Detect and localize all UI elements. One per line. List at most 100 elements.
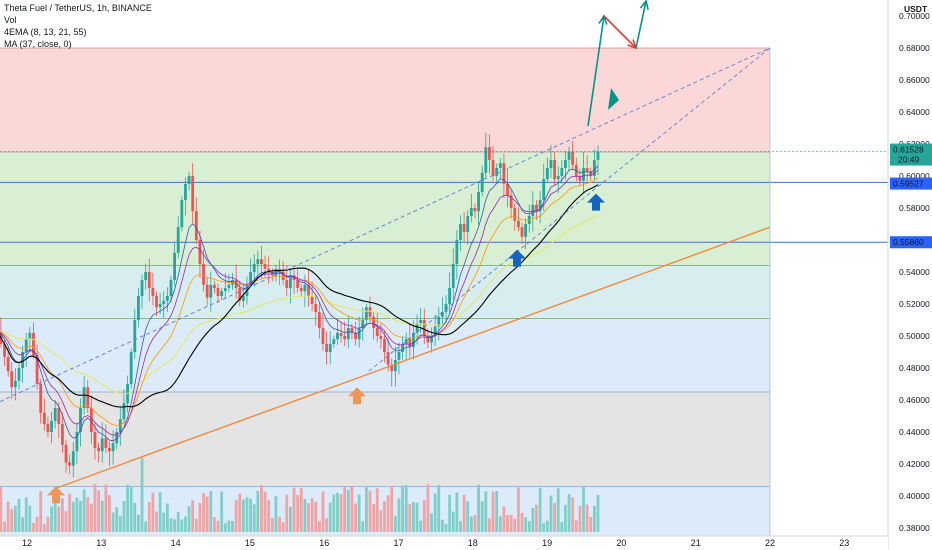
price-label-value: 0.55860	[893, 237, 924, 247]
y-tick-label: 0.40000	[899, 491, 930, 501]
price-zone-red	[0, 48, 770, 152]
volume-bar	[462, 494, 466, 532]
volume-bar	[93, 484, 97, 532]
candle-body	[596, 151, 600, 160]
candle-body	[165, 296, 169, 301]
candle-body	[303, 284, 307, 292]
legend-ma[interactable]: MA (37, close, 0)	[4, 39, 72, 49]
candle-body	[506, 184, 509, 196]
volume-bar	[198, 502, 202, 532]
candle-body	[379, 336, 383, 340]
legend-volume[interactable]: Vol	[4, 15, 17, 25]
candle-body	[155, 296, 158, 308]
volume-bar	[144, 521, 148, 532]
up-arrow-icon	[508, 249, 526, 267]
candle-body	[430, 336, 433, 343]
candle-body	[227, 284, 231, 288]
candle-body	[194, 211, 198, 240]
candle-body	[495, 168, 499, 176]
volume-bar	[516, 487, 520, 532]
channel-upper-line[interactable]	[0, 47, 771, 403]
volume-bar	[202, 492, 205, 532]
volume-bar	[538, 487, 542, 532]
volume-bar	[0, 487, 3, 532]
volume-bar	[296, 495, 300, 532]
candle-body	[314, 304, 318, 312]
candle-body	[129, 352, 133, 384]
price-axis[interactable]	[888, 0, 932, 550]
x-tick-label: 12	[22, 538, 32, 548]
volume-bar	[509, 514, 513, 532]
volume-bar	[317, 521, 321, 532]
x-tick-label: 18	[468, 538, 478, 548]
candle-body	[39, 384, 43, 413]
candle-body	[252, 264, 256, 272]
candle-body	[589, 171, 593, 176]
trend-line[interactable]	[56, 226, 771, 489]
candle-body	[86, 387, 90, 408]
candle-body	[147, 272, 151, 288]
time-axis[interactable]	[0, 536, 888, 550]
volume-bar	[220, 491, 224, 532]
volume-bar	[379, 510, 383, 532]
volume-bar	[118, 515, 122, 532]
candle-body	[328, 344, 332, 352]
candle-body	[408, 339, 412, 348]
candle-body	[383, 339, 386, 352]
y-tick-label: 0.54000	[899, 267, 930, 277]
candle-body	[89, 408, 93, 432]
candle-body	[169, 280, 173, 296]
volume-bar	[527, 521, 531, 532]
candle-body	[205, 284, 209, 298]
channel-lower-line[interactable]	[368, 47, 771, 372]
candle-body	[419, 320, 423, 324]
candle-body	[364, 307, 368, 320]
candle-body	[368, 307, 372, 317]
candle-body	[310, 296, 314, 304]
volume-bar	[553, 503, 556, 532]
volume-bar	[469, 516, 473, 532]
volume-bar	[238, 493, 242, 532]
candle-body	[220, 291, 224, 296]
legend-symbol-title[interactable]: Theta Fuel / TetherUS, 1h, BINANCE	[4, 3, 152, 13]
candle-body	[415, 323, 419, 333]
volume-bar	[126, 484, 129, 532]
volume-bar	[79, 500, 82, 532]
volume-bar	[498, 516, 502, 532]
volume-bar	[502, 506, 506, 532]
volume-bar	[415, 502, 419, 532]
candle-body	[567, 152, 571, 160]
candle-body	[549, 160, 553, 168]
volume-bar	[281, 522, 285, 532]
candle-body	[10, 371, 14, 388]
volume-bar	[46, 516, 50, 532]
y-tick-label: 0.64000	[899, 107, 930, 117]
candle-body	[325, 344, 328, 352]
legend-ema[interactable]: 4EMA (8, 13, 21, 55)	[4, 27, 87, 37]
volume-bar	[100, 500, 104, 532]
candle-body	[151, 288, 155, 296]
candle-body	[173, 252, 177, 280]
volume-bar	[390, 486, 394, 532]
candle-body	[260, 259, 263, 264]
candle-body	[372, 316, 376, 328]
volume-bar	[433, 493, 437, 532]
volume-bar	[17, 498, 21, 532]
volume-bar	[346, 489, 350, 532]
volume-bar	[267, 500, 271, 532]
volume-bar	[108, 495, 111, 532]
volume-bar	[194, 518, 198, 532]
volume-bar	[448, 494, 452, 532]
candle-body	[13, 380, 17, 388]
volume-bar	[133, 502, 137, 532]
volume-bar	[480, 501, 484, 532]
volume-bar	[310, 498, 314, 532]
volume-bar	[430, 513, 433, 532]
candle-body	[24, 339, 28, 352]
volume-bar	[89, 503, 93, 532]
volume-bar	[256, 490, 260, 532]
volume-bar	[162, 512, 166, 532]
candle-body	[477, 192, 480, 212]
y-tick-label: 0.44000	[899, 427, 930, 437]
